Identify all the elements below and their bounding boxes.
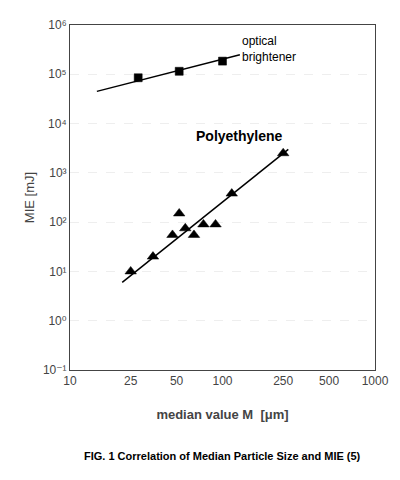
svg-text:10: 10 <box>63 374 77 388</box>
svg-text:opticalbrightener: opticalbrightener <box>242 34 296 64</box>
svg-text:1000: 1000 <box>362 374 389 388</box>
svg-text:10⁶: 10⁶ <box>48 18 66 32</box>
svg-text:10⁵: 10⁵ <box>48 67 66 81</box>
svg-text:Polyethylene: Polyethylene <box>196 128 283 144</box>
svg-text:median value M [μm]: median value M [μm] <box>156 407 288 422</box>
svg-text:10²: 10² <box>49 215 66 229</box>
svg-text:10⁰: 10⁰ <box>48 314 66 328</box>
svg-text:10³: 10³ <box>49 166 66 180</box>
svg-text:10⁴: 10⁴ <box>48 117 67 131</box>
svg-text:100: 100 <box>212 374 232 388</box>
svg-text:MIE [mJ]: MIE [mJ] <box>22 172 37 223</box>
svg-text:50: 50 <box>170 374 184 388</box>
svg-text:10⁻¹: 10⁻¹ <box>43 363 67 377</box>
svg-text:25: 25 <box>124 374 138 388</box>
svg-text:10¹: 10¹ <box>49 265 66 279</box>
svg-text:500: 500 <box>319 374 339 388</box>
svg-text:250: 250 <box>273 374 293 388</box>
svg-text:FIG. 1 Correlation of Median P: FIG. 1 Correlation of Median Particle Si… <box>84 450 361 462</box>
